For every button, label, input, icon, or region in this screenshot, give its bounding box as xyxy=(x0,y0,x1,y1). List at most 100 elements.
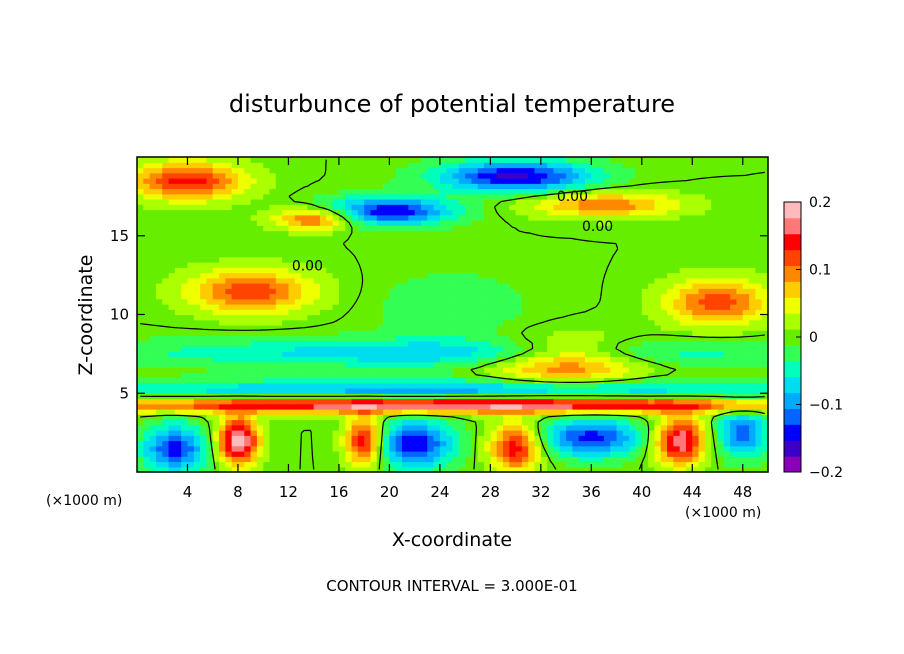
heatmap-cell xyxy=(357,398,365,405)
heatmap-cell xyxy=(717,230,725,237)
heatmap-cell xyxy=(723,304,731,310)
heatmap-cell xyxy=(364,414,372,421)
heatmap-cell xyxy=(521,241,529,247)
heatmap-cell xyxy=(301,293,308,300)
heatmap-cell xyxy=(490,351,498,358)
heatmap-cell xyxy=(578,235,586,242)
heatmap-cell xyxy=(212,272,220,279)
heatmap-cell xyxy=(319,388,327,394)
heatmap-cell xyxy=(629,356,637,363)
heatmap-cell xyxy=(414,456,422,463)
heatmap-cell xyxy=(181,309,189,316)
heatmap-cell xyxy=(635,440,643,447)
heatmap-cell xyxy=(540,325,548,331)
heatmap-cell xyxy=(275,466,283,473)
heatmap-cell xyxy=(654,351,662,358)
heatmap-cell xyxy=(181,277,189,284)
heatmap-cell xyxy=(616,340,624,347)
heatmap-cell xyxy=(528,340,536,347)
heatmap-cell xyxy=(578,209,586,216)
heatmap-cell xyxy=(622,435,630,442)
heatmap-cell xyxy=(559,419,567,426)
heatmap-cell xyxy=(212,388,220,394)
heatmap-cell xyxy=(383,361,390,368)
heatmap-cell xyxy=(685,241,693,247)
heatmap-cell xyxy=(282,272,290,279)
heatmap-cell xyxy=(509,388,517,394)
heatmap-cell xyxy=(559,398,567,405)
heatmap-cell xyxy=(200,377,208,384)
heatmap-cell xyxy=(509,230,517,237)
heatmap-cell xyxy=(212,356,220,363)
heatmap-cell xyxy=(338,377,346,384)
heatmap-cell xyxy=(572,461,580,468)
heatmap-cell xyxy=(578,382,586,389)
heatmap-cell xyxy=(301,251,308,258)
heatmap-cell xyxy=(616,372,624,379)
heatmap-cell xyxy=(263,340,271,347)
heatmap-cell xyxy=(402,335,409,342)
heatmap-cell xyxy=(307,351,315,358)
heatmap-cell xyxy=(376,372,384,379)
heatmap-cell xyxy=(143,398,151,405)
heatmap-cell xyxy=(585,309,592,316)
heatmap-cell xyxy=(679,304,687,310)
heatmap-cell xyxy=(521,304,529,310)
heatmap-cell xyxy=(383,346,390,352)
heatmap-cell xyxy=(477,398,485,405)
heatmap-cell xyxy=(143,230,151,237)
heatmap-cell xyxy=(345,451,353,457)
heatmap-cell xyxy=(237,209,245,216)
heatmap-cell xyxy=(319,220,327,226)
heatmap-cell xyxy=(502,251,510,258)
heatmap-cell xyxy=(395,330,403,337)
heatmap-cell xyxy=(250,361,258,368)
heatmap-cell xyxy=(660,461,668,468)
heatmap-cell xyxy=(458,451,466,457)
heatmap-cell xyxy=(471,372,479,379)
heatmap-cell xyxy=(219,283,226,289)
heatmap-cell xyxy=(288,424,296,431)
heatmap-cell xyxy=(496,325,504,331)
heatmap-cell xyxy=(389,419,397,426)
heatmap-cell xyxy=(275,230,283,237)
heatmap-cell xyxy=(313,251,321,258)
heatmap-cell xyxy=(477,461,485,468)
heatmap-cell xyxy=(755,361,763,368)
heatmap-cell xyxy=(521,403,529,410)
heatmap-cell xyxy=(338,440,346,447)
heatmap-cell xyxy=(389,451,397,457)
heatmap-cell xyxy=(307,288,315,295)
heatmap-cell xyxy=(585,230,592,237)
heatmap-cell xyxy=(667,361,674,368)
heatmap-cell xyxy=(149,267,157,274)
heatmap-cell xyxy=(155,456,163,463)
heatmap-cell xyxy=(389,409,397,415)
heatmap-cell xyxy=(667,325,674,331)
heatmap-cell xyxy=(288,309,296,316)
heatmap-cell xyxy=(622,235,630,242)
heatmap-cell xyxy=(509,367,517,373)
heatmap-cell xyxy=(313,377,321,384)
heatmap-cell xyxy=(717,277,725,284)
heatmap-cell xyxy=(155,325,163,331)
heatmap-cell xyxy=(294,209,302,216)
heatmap-cell xyxy=(288,398,296,405)
heatmap-cell xyxy=(364,214,372,221)
heatmap-cell xyxy=(559,309,567,316)
heatmap-cell xyxy=(616,220,624,226)
heatmap-cell xyxy=(509,451,517,457)
heatmap-cell xyxy=(610,309,618,316)
heatmap-cell xyxy=(408,230,416,237)
heatmap-cell xyxy=(420,262,428,268)
heatmap-cell xyxy=(395,456,403,463)
heatmap-cell xyxy=(540,419,548,426)
heatmap-cell xyxy=(654,451,662,457)
heatmap-cell xyxy=(181,346,189,352)
heatmap-cell xyxy=(357,451,365,457)
heatmap-cell xyxy=(635,298,643,305)
heatmap-cell xyxy=(477,361,485,368)
heatmap-cell xyxy=(622,430,630,436)
heatmap-cell xyxy=(471,304,479,310)
heatmap-cell xyxy=(742,230,750,237)
